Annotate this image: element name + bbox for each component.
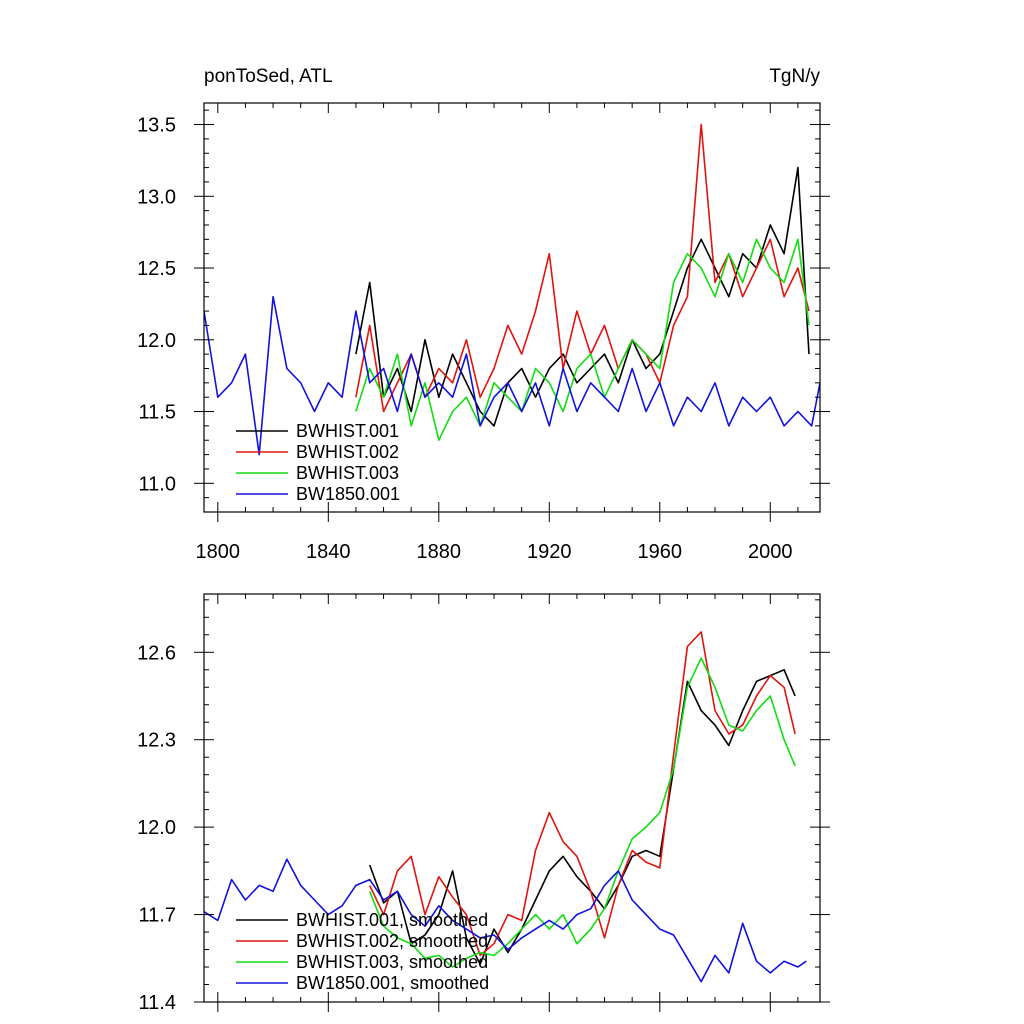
top-panel: 1800 1840 1880 1920 1960 2000 11.0 11.5 12.0 12.5… [137,102,830,563]
legend-label: BWHIST.003, smoothed [296,952,488,972]
legend-label: BW1850.001 [296,484,400,504]
plot-frame [203,102,821,513]
y-tick-label: 12.0 [137,330,176,352]
bottom-panel: 11.4 11.7 12.0 12.3 12.6 BWHIST.001, smoothed… [137,593,830,1014]
x-tick-label: 1920 [527,541,572,563]
legend-label: BWHIST.002 [296,442,399,462]
plot-frame [203,593,821,1003]
units-label: TgN/y [769,66,820,87]
legend-label: BW1850.001, smoothed [296,973,489,993]
series-line-bwhist-002 [368,631,796,957]
y-tick-label: 11.7 [139,905,176,927]
y-tick-label: 12.6 [137,642,176,664]
y-tick-label: 12.0 [137,817,176,839]
y-tick-label: 12.3 [137,730,176,752]
legend-label: BWHIST.003 [296,463,399,483]
y-tick-label: 11.4 [139,992,176,1014]
y-tick-label: 11.0 [139,473,176,495]
legend-label: BWHIST.002, smoothed [296,931,488,951]
series-line-bwhist-003 [368,657,796,968]
y-tick-label: 13.0 [137,186,176,208]
series-line-bw1850-001 [204,295,820,456]
x-tick-label: 2000 [748,541,793,563]
legend-label: BWHIST.001, smoothed [296,910,488,930]
series-line-bw1850-001 [204,858,807,983]
series-line-bwhist-002 [355,123,810,413]
legend-label: BWHIST.001 [296,421,399,441]
y-tick-label: 11.5 [139,402,176,424]
chart-title: ponToSed, ATL [204,66,333,87]
x-tick-label: 1840 [306,541,351,563]
x-tick-label: 1960 [638,541,683,563]
y-tick-label: 12.5 [137,258,176,280]
y-tick-label: 13.5 [137,115,176,137]
x-tick-label: 1800 [196,541,241,563]
x-tick-label: 1880 [417,541,462,563]
series-line-bwhist-003 [355,238,810,442]
